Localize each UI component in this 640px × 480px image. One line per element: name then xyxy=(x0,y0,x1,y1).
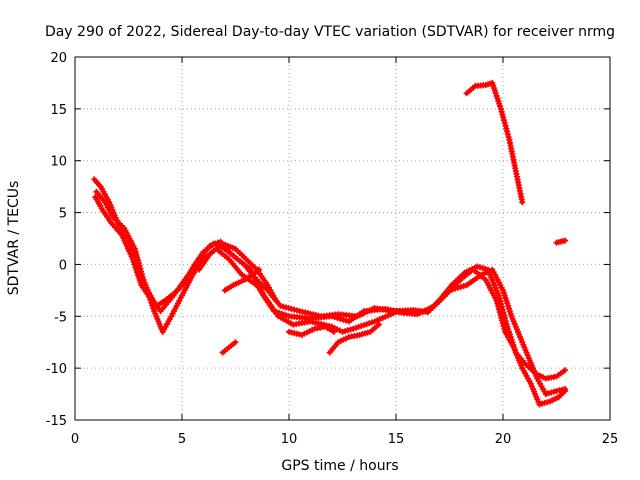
series-sat-g xyxy=(286,323,337,338)
x-tick-label: 25 xyxy=(602,432,619,447)
y-tick-label: 0 xyxy=(59,258,67,273)
data-point-marker xyxy=(562,387,569,394)
x-tick-label: 10 xyxy=(281,432,298,447)
y-tick-label: 20 xyxy=(50,51,67,66)
series-sat-h xyxy=(326,321,382,356)
x-tick-label: 15 xyxy=(388,432,405,447)
y-tick-label: -15 xyxy=(46,414,67,429)
series-sat-j xyxy=(553,237,569,246)
data-point-marker xyxy=(256,266,263,273)
data-point-marker xyxy=(375,321,382,328)
y-tick-label: -10 xyxy=(46,362,67,377)
chart-title: Day 290 of 2022, Sidereal Day-to-day VTE… xyxy=(45,24,615,40)
data-point-marker xyxy=(150,305,157,312)
series-sat-i xyxy=(463,79,526,206)
y-axis-label: SDTVAR / TECUs xyxy=(6,181,22,296)
series-track xyxy=(92,177,568,381)
y-tick-label: -5 xyxy=(54,310,67,325)
x-tick-label: 5 xyxy=(178,432,186,447)
axis-ticks: 0 5 10 15 20 25 -15 -10 -5 0 5 10 15 20 xyxy=(46,51,619,447)
data-point-marker xyxy=(273,297,280,304)
data-point-marker xyxy=(455,284,462,291)
data-point-marker xyxy=(232,339,239,346)
y-tick-label: 10 xyxy=(50,155,67,170)
y-tick-label: 15 xyxy=(50,103,67,118)
data-point-marker xyxy=(562,237,569,244)
x-tick-label: 20 xyxy=(495,432,512,447)
y-tick-label: 5 xyxy=(59,207,67,222)
series-track xyxy=(464,80,525,205)
series-sat-e xyxy=(221,266,263,294)
data-point-marker xyxy=(519,199,526,206)
data-point-marker xyxy=(457,283,464,290)
data-point-marker xyxy=(562,367,569,374)
data-point-marker xyxy=(460,283,467,290)
data-point-marker xyxy=(330,328,337,335)
series-sat-c xyxy=(92,194,569,408)
series-sat-b xyxy=(93,188,569,398)
x-tick-label: 0 xyxy=(71,432,79,447)
plot-frame xyxy=(74,56,611,421)
plot-area xyxy=(91,79,569,408)
series-sat-f xyxy=(219,339,239,356)
x-axis-label: GPS time / hours xyxy=(281,458,398,474)
